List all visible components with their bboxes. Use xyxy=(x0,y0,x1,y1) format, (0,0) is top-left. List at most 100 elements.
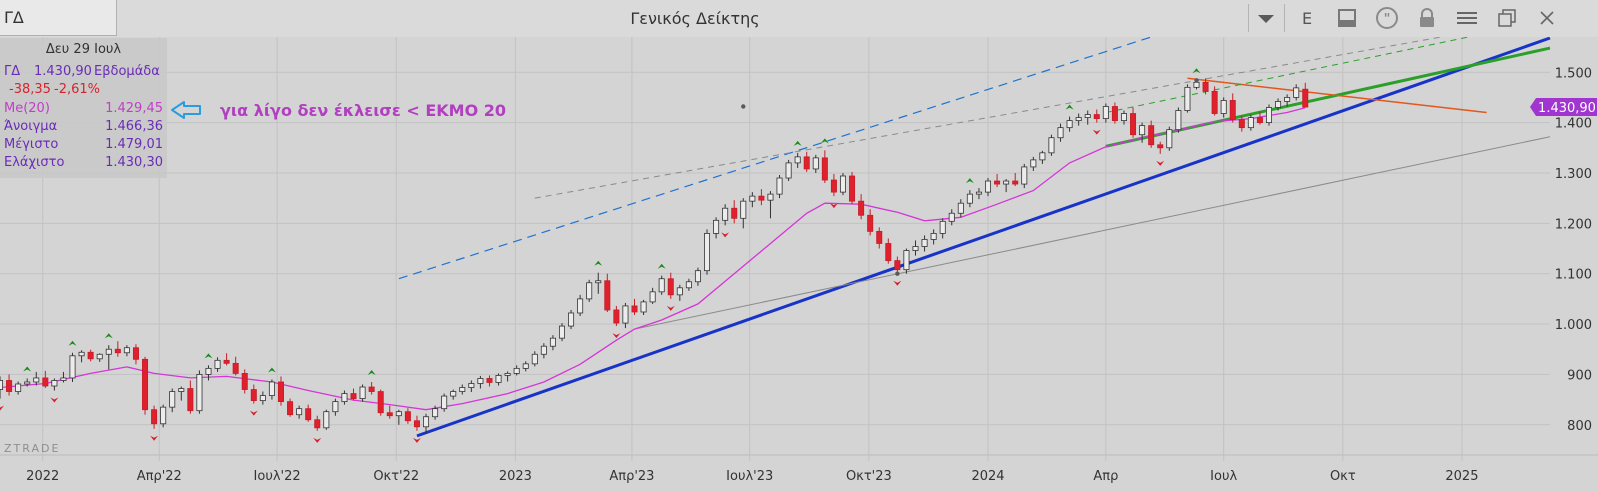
candle-body xyxy=(676,287,683,296)
candle xyxy=(287,398,294,417)
candle xyxy=(540,343,547,359)
candle-body xyxy=(459,387,466,392)
title-dropdown-button[interactable] xyxy=(1248,0,1284,36)
grid-lines xyxy=(0,37,1550,461)
candle-body xyxy=(830,179,837,193)
candle xyxy=(1075,113,1082,126)
candle-body xyxy=(305,408,312,421)
candle-body xyxy=(740,200,747,219)
candle-body xyxy=(223,359,230,364)
candle xyxy=(839,172,846,196)
candle-body xyxy=(477,378,484,384)
sell-signal-icon xyxy=(893,280,902,286)
candle xyxy=(332,398,339,416)
y-tick-label: 1.000 xyxy=(1555,318,1592,333)
mode-e-label: E xyxy=(1301,8,1313,28)
info-row-high: Μέγιστο 1.479,01 xyxy=(0,137,167,155)
candle xyxy=(812,154,819,173)
candle xyxy=(676,284,683,301)
candle xyxy=(450,389,457,400)
mode-e-button[interactable]: E xyxy=(1292,4,1322,32)
x-tick-label: Ιουλ'23 xyxy=(726,469,773,484)
symbol-input[interactable]: ΓΔ xyxy=(0,0,117,36)
x-tick-label: Ιουλ xyxy=(1210,469,1237,484)
candle xyxy=(1266,104,1273,126)
sell-signal-icon xyxy=(313,437,322,443)
sell-signal-icon xyxy=(612,333,621,339)
candle-body xyxy=(667,278,674,296)
candle xyxy=(1057,123,1064,142)
candle-body xyxy=(803,156,810,170)
restore-window-button[interactable] xyxy=(1492,4,1522,32)
lock-button[interactable] xyxy=(1412,4,1442,32)
candle-body xyxy=(1211,90,1218,114)
candle xyxy=(785,159,792,182)
x-tick-label: 2024 xyxy=(971,469,1004,484)
menu-button[interactable] xyxy=(1452,4,1482,32)
candle xyxy=(504,371,511,382)
candle xyxy=(33,371,40,386)
candle-body xyxy=(776,177,783,195)
candle-body xyxy=(350,393,357,399)
candle xyxy=(1157,141,1164,154)
candle-body xyxy=(6,380,13,392)
candle-body xyxy=(1084,114,1091,118)
candle xyxy=(667,272,674,299)
candle xyxy=(486,375,493,387)
candle xyxy=(296,405,303,419)
comments-button[interactable]: " xyxy=(1372,4,1402,32)
candle-body xyxy=(549,337,556,347)
candle-body xyxy=(513,367,520,374)
candle-body xyxy=(1039,152,1046,161)
candle xyxy=(903,248,910,274)
close-window-button[interactable] xyxy=(1532,4,1562,32)
x-tick-label: 2025 xyxy=(1445,469,1478,484)
trend-line xyxy=(416,37,1551,438)
candle xyxy=(867,209,874,236)
candle-body xyxy=(685,281,692,289)
candle xyxy=(259,391,266,405)
candle-body xyxy=(169,391,176,408)
candle xyxy=(622,302,629,329)
candle xyxy=(305,404,312,422)
candle xyxy=(114,341,121,357)
candle xyxy=(1003,179,1010,193)
candle xyxy=(268,379,275,400)
info-change-pct: -2,61% xyxy=(54,82,100,97)
buy-signal-icon xyxy=(104,333,113,339)
candle-body xyxy=(613,309,620,324)
info-row-ma: Me(20) 1.429,45 xyxy=(0,101,167,119)
candle-body xyxy=(966,193,973,204)
candle-body xyxy=(704,233,711,272)
watermark: ZTRADE xyxy=(4,442,60,455)
candle-body xyxy=(123,347,130,354)
candle xyxy=(640,299,647,315)
sell-signal-icon xyxy=(666,305,675,311)
info-change-row: -38,35 -2,61% xyxy=(0,82,167,100)
candle xyxy=(1166,126,1173,151)
candle-body xyxy=(921,239,928,247)
candle-body xyxy=(277,381,284,403)
candle xyxy=(939,218,946,239)
candle-body xyxy=(142,358,149,411)
candle-body xyxy=(287,401,294,416)
buy-signal-icon xyxy=(1192,68,1201,74)
candle-body xyxy=(531,353,538,365)
candle-body xyxy=(323,411,330,429)
candlesticks xyxy=(0,78,1309,434)
candle-body xyxy=(1021,166,1028,185)
top-bar: ΓΔ Γενικός Δείκτης E " xyxy=(0,0,1598,38)
candle-body xyxy=(441,395,448,410)
candle xyxy=(631,298,638,315)
candle xyxy=(459,384,466,395)
candle xyxy=(323,409,330,430)
candle xyxy=(1293,84,1300,101)
buy-signal-icon xyxy=(793,140,802,146)
panel-toggle-button[interactable] xyxy=(1332,4,1362,32)
x-tick-label: Οκτ'23 xyxy=(846,469,892,484)
price-chart[interactable]: 800 900 1.000 1.100 1.200 1.300 1.400 1.500 202… xyxy=(0,37,1598,491)
buy-signal-icon xyxy=(820,138,829,144)
candle-body xyxy=(713,219,720,234)
hamburger-icon xyxy=(1457,12,1477,24)
info-ma-value: 1.429,45 xyxy=(105,101,163,116)
